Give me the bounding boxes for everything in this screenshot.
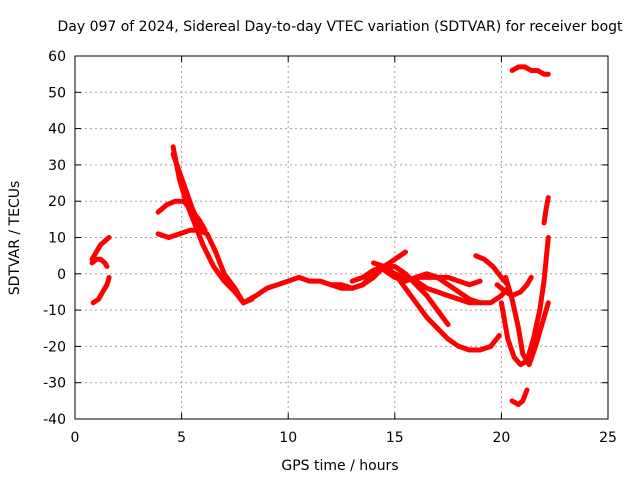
y-tick-labels: -40 -30 -20 -10 0 10 20 30 40 50 60 [43, 49, 66, 428]
series-line-s15 [498, 235, 551, 368]
y-tick-label: 20 [48, 194, 66, 210]
x-tick-label: 5 [177, 430, 186, 446]
y-tick-label: -40 [43, 412, 66, 428]
series-line-s3 [90, 274, 112, 306]
series-line-s1 [89, 235, 112, 262]
y-tick-label: 60 [48, 49, 66, 65]
series-line-s19 [541, 195, 551, 226]
y-tick-label: 40 [48, 122, 66, 138]
series-line-s14 [473, 253, 511, 288]
y-tick-label: 30 [48, 158, 66, 174]
y-tick-label: -20 [43, 339, 66, 355]
series-line-s7 [155, 227, 255, 306]
ticks [74, 55, 609, 420]
y-tick-label: -30 [43, 376, 66, 392]
grid [75, 56, 608, 419]
x-tick-label: 0 [71, 430, 80, 446]
series-line-s2 [89, 256, 110, 269]
y-tick-label: 10 [48, 231, 66, 247]
y-axis-label: SDTVAR / TECUs [7, 181, 23, 296]
x-tick-label: 20 [492, 430, 510, 446]
chart-title: Day 097 of 2024, Sidereal Day-to-day VTE… [57, 19, 623, 35]
series-line-s8 [328, 249, 408, 291]
series-line-s13 [413, 274, 483, 288]
series-line-s20 [509, 387, 530, 407]
x-tick-labels: 0 5 10 15 20 25 [71, 430, 617, 446]
series-line-s12 [392, 271, 511, 306]
x-tick-label: 25 [599, 430, 617, 446]
series-line-s6 [155, 198, 208, 233]
x-axis-label: GPS time / hours [281, 458, 398, 474]
x-tick-label: 10 [279, 430, 297, 446]
series-line-s9 [349, 264, 451, 328]
series-group [89, 64, 551, 407]
x-tick-label: 15 [386, 430, 404, 446]
series-line-s17 [494, 274, 534, 299]
y-tick-label: 50 [48, 85, 66, 101]
series-line-s18 [509, 64, 551, 77]
series-line-s16 [503, 274, 551, 368]
y-tick-label: -10 [43, 303, 66, 319]
y-tick-label: 0 [57, 267, 66, 283]
